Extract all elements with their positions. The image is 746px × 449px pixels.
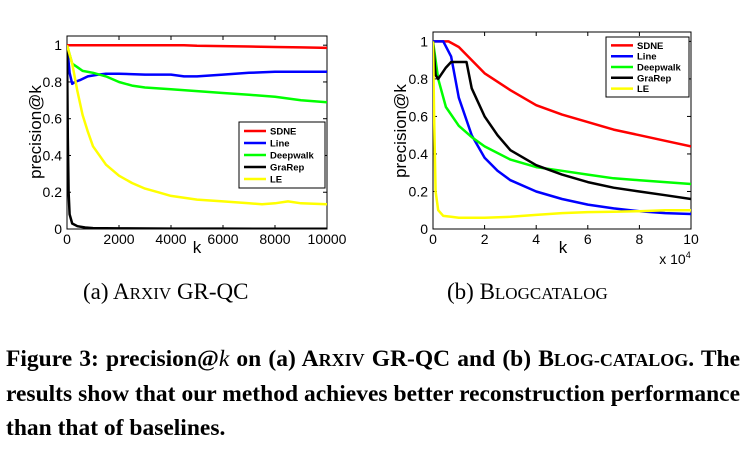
caption-text-2: on (a) A [229,346,319,372]
series-line-sdne [433,40,691,148]
legend-label-sdne: SDNE [270,127,296,138]
y-tick-label: 0.2 [409,183,429,199]
x-tick-label: 0 [429,231,437,247]
legend-label-line: Line [637,52,657,63]
subcaption-smallcaps: RXIV [130,284,172,303]
series-line-grarep [433,41,691,201]
x-tick-label: 8000 [259,231,290,247]
y-tick-label: 1 [54,37,62,53]
x-tick-label: 6 [584,231,592,247]
y-tick-label: 0.4 [43,147,63,163]
x-tick-label: 8 [636,231,644,247]
y-axis-label: precision@k [26,85,45,179]
caption-smallcaps-1: RXIV [318,350,365,370]
series-line-sdne [67,43,327,50]
subcaption-prefix: (a) A [83,279,130,304]
y-tick-label: 0.6 [409,108,429,124]
x-multiplier-label: x 104 [659,250,690,267]
legend-label-deepwalk: Deepwalk [637,63,682,74]
x-tick-label: 10000 [308,231,347,247]
x-tick-label: 10 [683,231,699,247]
legend-label-line: Line [270,139,290,150]
series-line-deepwalk [433,41,691,186]
y-tick-label: 0 [54,221,62,237]
legend-label-sdne: SDNE [637,41,663,52]
legend-label-le: LE [637,84,649,95]
figure-caption: Figure 3: precision@k on (a) ARXIV GR-QC… [6,342,740,445]
plot-area-frame [432,31,692,230]
subcaption-prefix: (b) B [447,279,495,304]
caption-text-4: . The results show that our method achie… [6,346,740,441]
y-tick-label: 0.8 [43,74,63,90]
x-tick-label: 2000 [103,231,134,247]
subcaption: (b) BLOGCATALOG [447,279,608,304]
series-line-grarep [67,45,327,229]
x-tick-label: 4000 [155,231,186,247]
panel-b-blogcatalog: 0 2 4 6 8 10 0 0.2 0.4 0.6 0.8 1 k precision@k x 104 SD… [391,31,699,304]
figure-canvas: 0 2000 4000 6000 8000 10000 0 0.2 0.4 0.6 0.8 1 k pre… [26,31,699,304]
legend-label-grarep: GraRep [637,73,672,84]
caption-text-3: GR-QC and (b) B [364,346,554,372]
y-tick-label: 0.8 [409,71,429,87]
y-tick-label: 0.2 [43,184,63,200]
subcaption: (a) ARXIV GR-QC [83,279,249,304]
caption-text-1: Figure 3: precision@ [6,346,219,372]
series-line-deepwalk [67,44,327,104]
legend-label-le: LE [270,175,282,186]
x-tick-label: 0 [63,231,71,247]
series-line-line [67,45,327,86]
x-tick-label: 6000 [207,231,238,247]
y-tick-label: 1 [420,33,428,49]
x-axis-label: k [559,238,568,257]
legend-label-grarep: GraRep [270,163,305,174]
subcaption-rest: GR-QC [171,279,248,304]
y-axis-label: precision@k [391,84,410,178]
y-tick-label: 0 [420,221,428,237]
y-tick-label: 0.6 [43,111,63,127]
series-line-le [433,41,691,219]
panel-a-arxiv-grqc: 0 2000 4000 6000 8000 10000 0 0.2 0.4 0.6 0.8 1 k pre… [26,35,347,304]
x-axis-label: k [193,238,202,257]
x-tick-label: 2 [481,231,489,247]
legend-label-deepwalk: Deepwalk [270,151,315,162]
subcaption-smallcaps: LOGCATALOG [495,284,608,303]
series-line-le [67,44,327,206]
x-multiplier-exponent: 4 [686,250,691,260]
caption-smallcaps-2: LOG-CATALOG [553,350,689,370]
y-tick-label: 0.4 [409,146,429,162]
x-tick-label: 4 [532,231,540,247]
caption-math-k: k [218,346,230,372]
